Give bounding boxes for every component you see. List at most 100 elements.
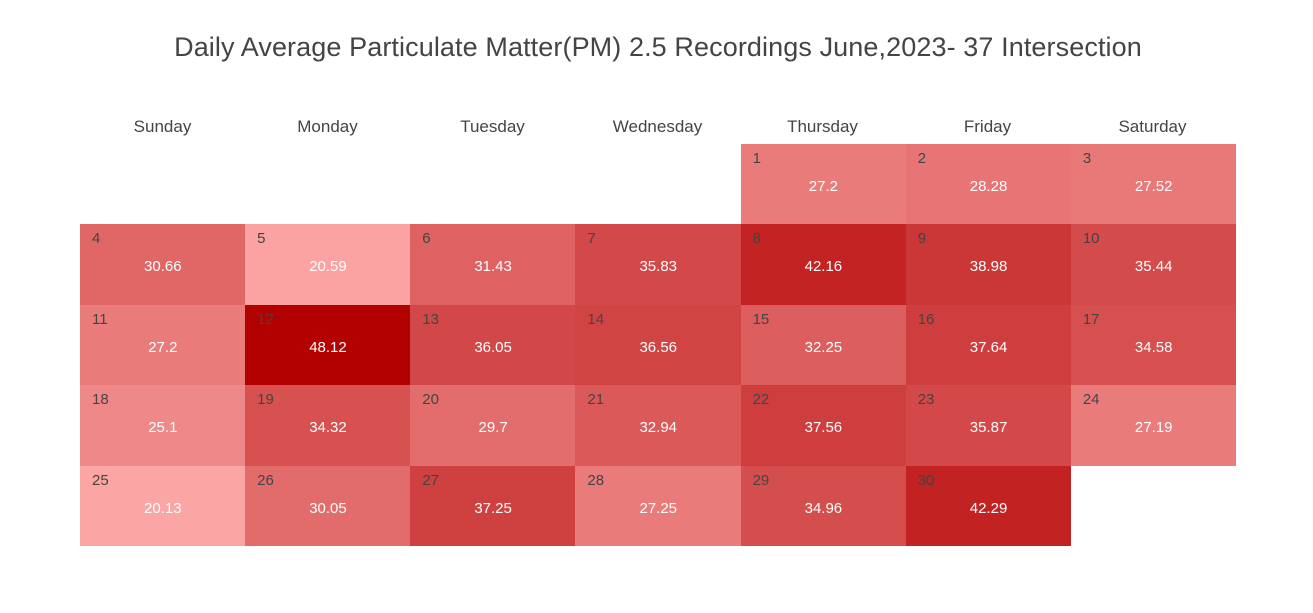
heatmap-cell-day-20: 20 29.7 — [410, 385, 576, 467]
cell-day-number: 19 — [257, 391, 274, 409]
cell-value-label: 28.28 — [969, 178, 1008, 195]
cell-value-label: 30.05 — [309, 499, 347, 517]
cell-day-number: 13 — [422, 310, 439, 328]
cell-day-number: 28 — [587, 471, 605, 489]
cell-value-label: 34.32 — [309, 419, 347, 437]
cell-day-number: 16 — [917, 310, 935, 328]
cell-day-number: 15 — [752, 310, 770, 328]
cell-value-label: 35.83 — [639, 258, 678, 276]
heatmap-cell-day-18: 18 25.1 — [80, 385, 246, 467]
cell-value-label: 42.29 — [969, 499, 1008, 517]
cell-day-number: 6 — [422, 230, 431, 248]
heatmap-cell-day-10: 10 35.44 — [1070, 224, 1237, 306]
cell-day-number: 30 — [917, 471, 935, 489]
cell-day-number: 7 — [587, 230, 596, 248]
calendar-heatmap: 1 27.2 2 28.28 3 27.52 4 30.66 5 20.59 6 31.43 7 35.8… — [80, 144, 1237, 547]
heatmap-cell-day-8: 8 42.16 — [740, 224, 907, 306]
cell-value-label: 37.25 — [474, 499, 512, 517]
cell-value-label: 27.2 — [808, 178, 838, 195]
cell-day-number: 20 — [422, 391, 439, 409]
heatmap-cell-day-9: 9 38.98 — [905, 224, 1072, 306]
weekday-friday: Friday — [963, 117, 1012, 136]
cell-day-number: 14 — [587, 310, 605, 328]
heatmap-cell-day-30: 30 42.29 — [905, 465, 1072, 547]
cell-day-number: 18 — [92, 391, 109, 409]
cell-day-number: 25 — [92, 471, 109, 489]
cell-day-number: 11 — [92, 310, 108, 328]
cell-value-label: 37.56 — [804, 419, 843, 437]
weekday-tuesday: Tuesday — [460, 117, 525, 136]
heatmap-cell-day-28: 28 27.25 — [575, 465, 742, 547]
cell-day-number: 21 — [587, 391, 605, 409]
cell-day-number: 10 — [1082, 230, 1100, 248]
heatmap-cell-day-15: 15 32.25 — [740, 304, 907, 386]
cell-value-label: 35.87 — [969, 419, 1008, 437]
heatmap-cell-day-6: 6 31.43 — [410, 224, 576, 306]
heatmap-cell-day-3: 3 27.52 — [1070, 144, 1237, 225]
heatmap-cell-day-5: 5 20.59 — [245, 224, 411, 306]
weekday-saturday: Saturday — [1118, 117, 1187, 136]
cell-day-number: 27 — [422, 471, 439, 489]
heatmap-cell-day-16: 16 37.64 — [905, 304, 1072, 386]
heatmap-cell-day-21: 21 32.94 — [575, 385, 742, 467]
cell-value-label: 27.2 — [148, 338, 178, 356]
cell-day-number: 26 — [257, 471, 274, 489]
cell-day-number: 3 — [1082, 150, 1092, 167]
heatmap-cell-day-26: 26 30.05 — [245, 465, 411, 547]
cell-value-label: 32.94 — [639, 419, 678, 437]
heatmap-cell-day-17: 17 34.58 — [1070, 304, 1237, 386]
cell-value-label: 20.59 — [309, 258, 347, 276]
cell-value-label: 34.58 — [1134, 338, 1173, 356]
heatmap-cell-day-1: 1 27.2 — [740, 144, 907, 225]
cell-value-label: 38.98 — [969, 258, 1008, 276]
cell-value-label: 42.16 — [804, 258, 843, 276]
cell-day-number: 2 — [917, 150, 927, 167]
cell-value-label: 31.43 — [474, 258, 512, 276]
cell-value-label: 27.19 — [1134, 419, 1173, 437]
cell-value-label: 25.1 — [148, 419, 178, 437]
chart-title: Daily Average Particulate Matter(PM) 2.5… — [174, 32, 1142, 62]
cell-value-label: 27.25 — [639, 499, 678, 517]
cell-value-label: 27.52 — [1134, 178, 1173, 195]
heatmap-cell-day-29: 29 34.96 — [740, 465, 907, 547]
cell-day-number: 1 — [752, 150, 761, 167]
cell-day-number: 8 — [752, 230, 761, 248]
cell-value-label: 35.44 — [1134, 258, 1173, 276]
cell-day-number: 17 — [1082, 310, 1100, 328]
cell-value-label: 32.25 — [804, 338, 843, 356]
cell-value-label: 34.96 — [804, 499, 843, 517]
heatmap-cell-day-11: 11 27.2 — [80, 304, 246, 386]
cell-value-label: 36.05 — [474, 338, 512, 356]
weekday-header-row: Sunday Monday Tuesday Wednesday Thursday… — [80, 117, 1236, 137]
heatmap-cell-day-14: 14 36.56 — [575, 304, 742, 386]
weekday-monday: Monday — [297, 117, 358, 136]
heatmap-cell-day-19: 19 34.32 — [245, 385, 411, 467]
heatmap-cell-day-13: 13 36.05 — [410, 304, 576, 386]
cell-day-number: 12 — [257, 310, 274, 328]
weekday-wednesday: Wednesday — [612, 117, 703, 136]
heatmap-cell-day-25: 25 20.13 — [80, 465, 246, 547]
cell-value-label: 36.56 — [639, 338, 678, 356]
cell-value-label: 48.12 — [309, 338, 347, 356]
heatmap-cell-day-7: 7 35.83 — [575, 224, 742, 306]
cell-day-number: 5 — [257, 230, 266, 248]
cell-value-label: 20.13 — [144, 499, 182, 517]
cell-value-label: 29.7 — [478, 419, 508, 437]
cell-day-number: 9 — [917, 230, 927, 248]
heatmap-cell-day-24: 24 27.19 — [1070, 385, 1237, 467]
cell-day-number: 22 — [752, 391, 770, 409]
heatmap-cell-day-12: 12 48.12 — [245, 304, 411, 386]
heatmap-cell-day-23: 23 35.87 — [905, 385, 1072, 467]
weekday-thursday: Thursday — [787, 117, 858, 136]
heatmap-cell-day-27: 27 37.25 — [410, 465, 576, 547]
weekday-sunday: Sunday — [133, 117, 192, 136]
cell-day-number: 24 — [1082, 391, 1100, 409]
cell-day-number: 23 — [917, 391, 935, 409]
cell-value-label: 30.66 — [144, 258, 182, 276]
cell-day-number: 4 — [92, 230, 101, 248]
cell-day-number: 29 — [752, 471, 770, 489]
heatmap-cell-day-22: 22 37.56 — [740, 385, 907, 467]
heatmap-cell-day-2: 2 28.28 — [905, 144, 1072, 225]
heatmap-cell-day-4: 4 30.66 — [80, 224, 246, 306]
cell-value-label: 37.64 — [969, 338, 1008, 356]
